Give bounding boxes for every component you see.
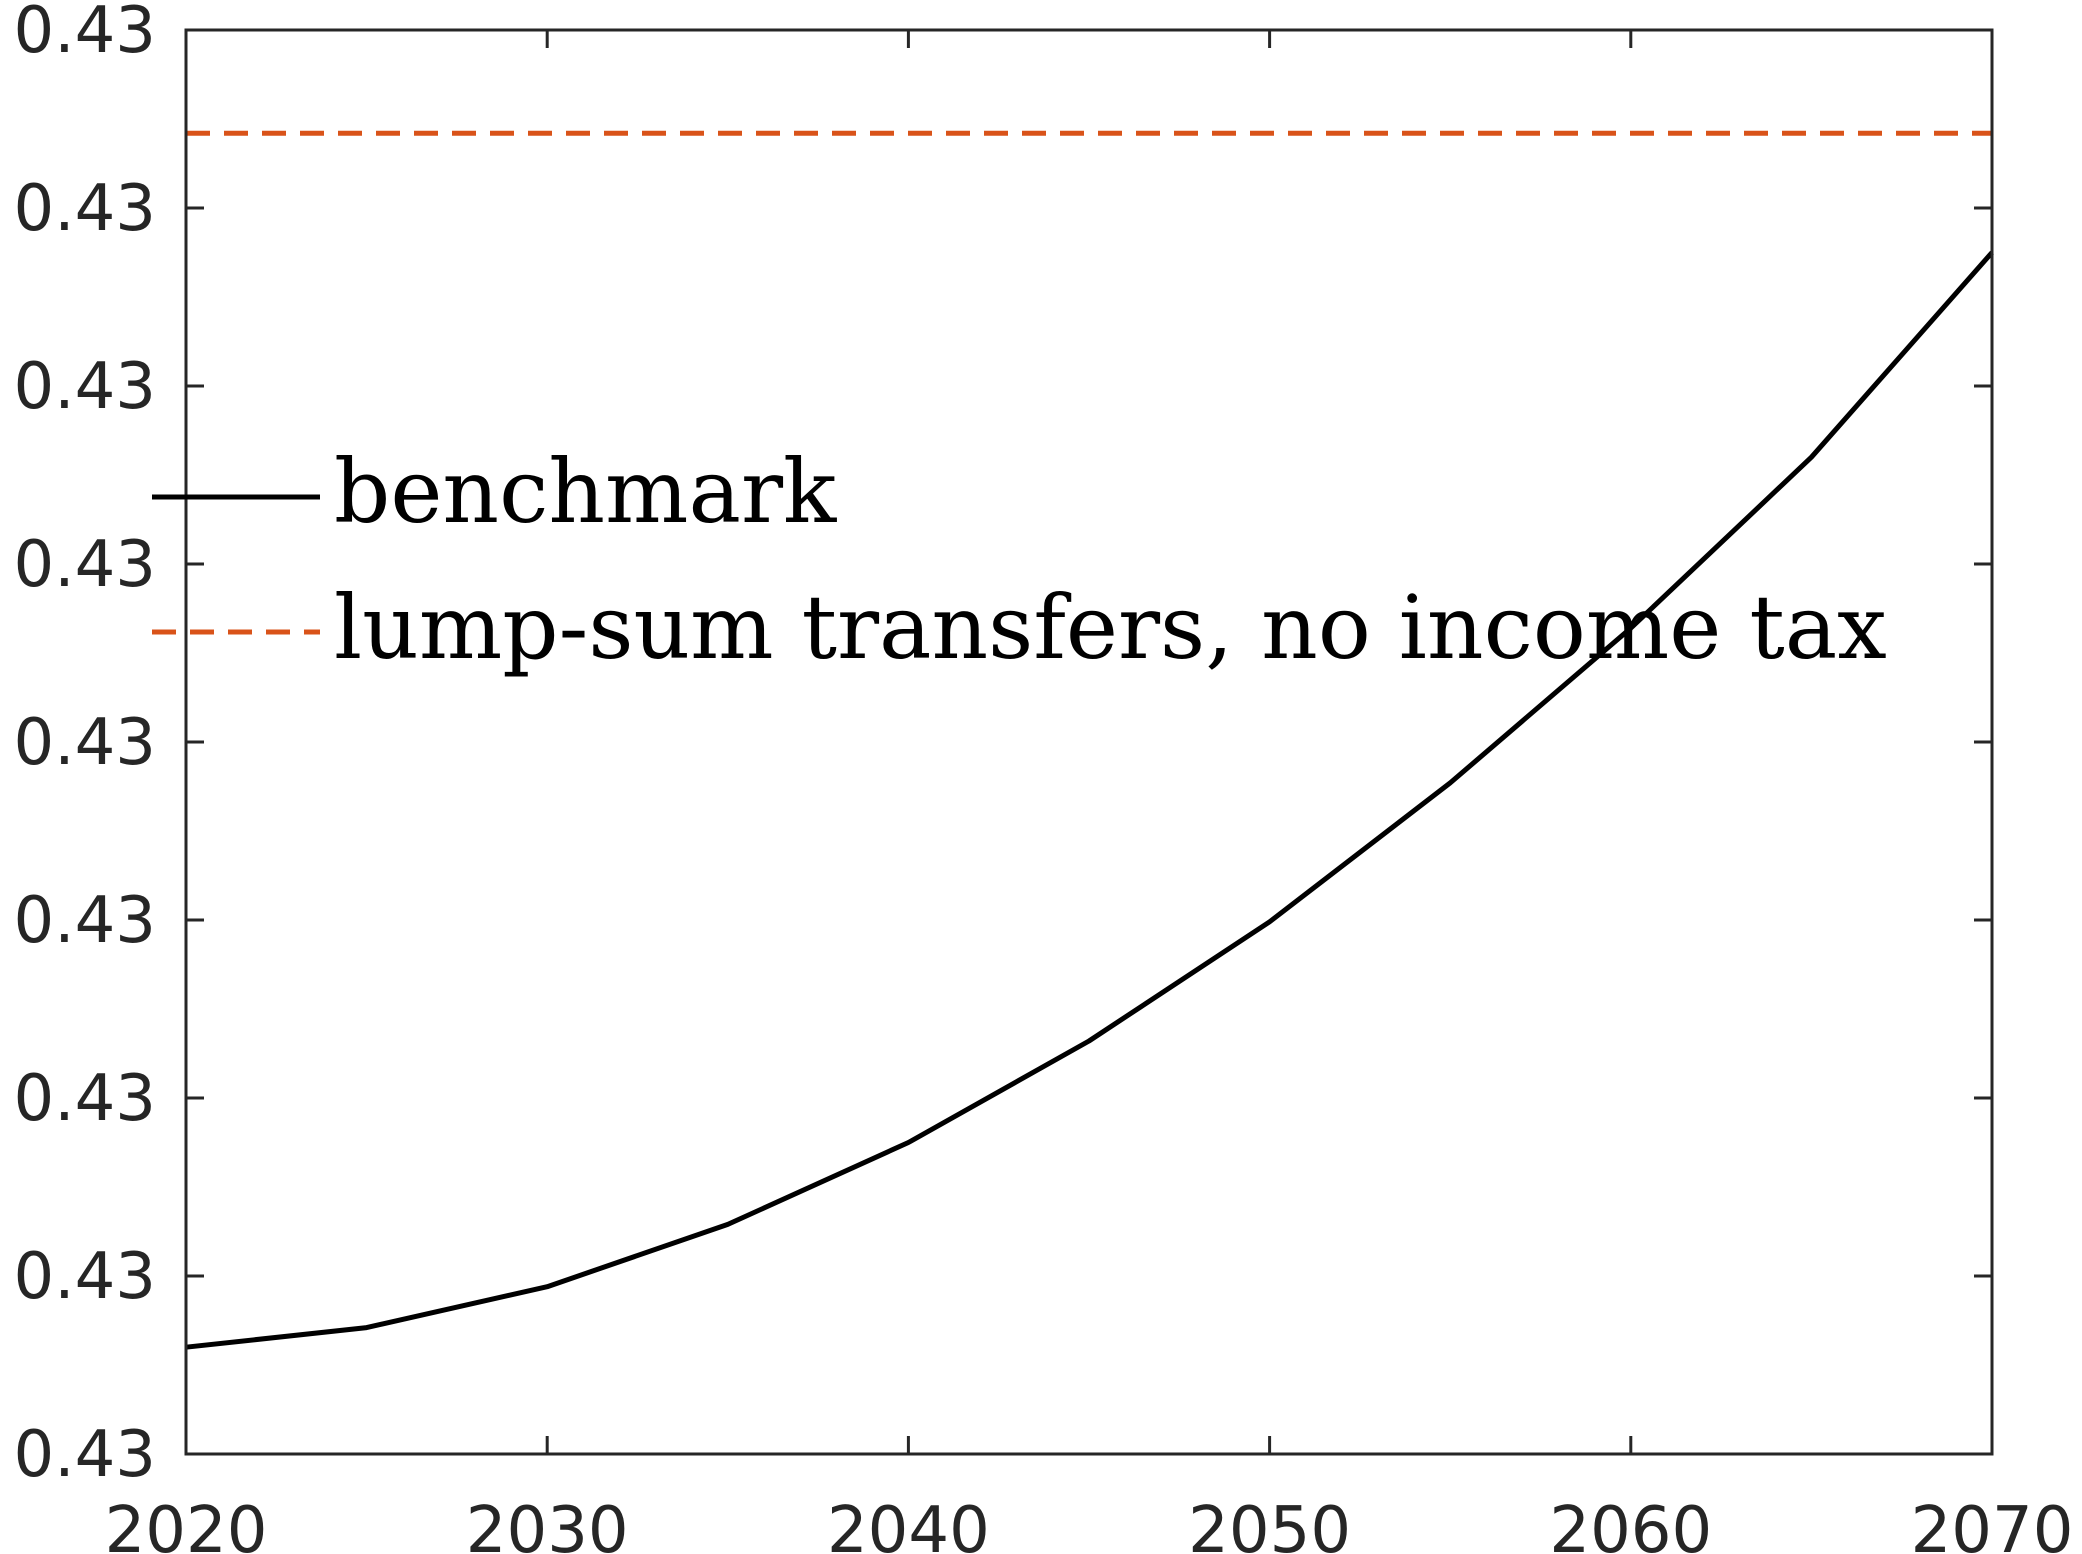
y-tick-labels: 0.43 0.43 0.43 0.43 0.43 0.43 0.43 0.43 0.43 [14,0,157,1492]
y-tick-label: 0.43 [14,884,157,958]
legend: benchmark lump-sum transfers, no income … [152,440,1887,679]
plot-area-frame [184,28,1994,1456]
legend-label-lump-sum: lump-sum transfers, no income tax [334,576,1887,679]
y-tick-label: 0.43 [14,1418,157,1492]
x-tick-label: 2020 [105,1494,268,1554]
x-tick-label: 2030 [466,1494,629,1554]
x-tick-label: 2040 [827,1494,990,1554]
y-tick-label: 0.43 [14,1240,157,1314]
y-tick-label: 0.43 [14,706,157,780]
y-tick-label: 0.43 [14,1062,157,1136]
y-tick-label: 0.43 [14,172,157,246]
x-tick-label: 2050 [1188,1494,1351,1554]
y-tick-label: 0.43 [14,528,157,602]
series-layer [185,130,1994,1350]
x-tick-label: 2070 [1911,1494,2074,1554]
x-tick-label: 2060 [1549,1494,1712,1554]
x-tick-labels: 2020 2030 2040 2050 2060 2070 [105,1494,2074,1554]
y-tick-label: 0.43 [14,0,157,68]
series-line-benchmark [185,250,1994,1350]
legend-label-benchmark: benchmark [334,440,837,543]
y-tick-label: 0.43 [14,350,157,424]
